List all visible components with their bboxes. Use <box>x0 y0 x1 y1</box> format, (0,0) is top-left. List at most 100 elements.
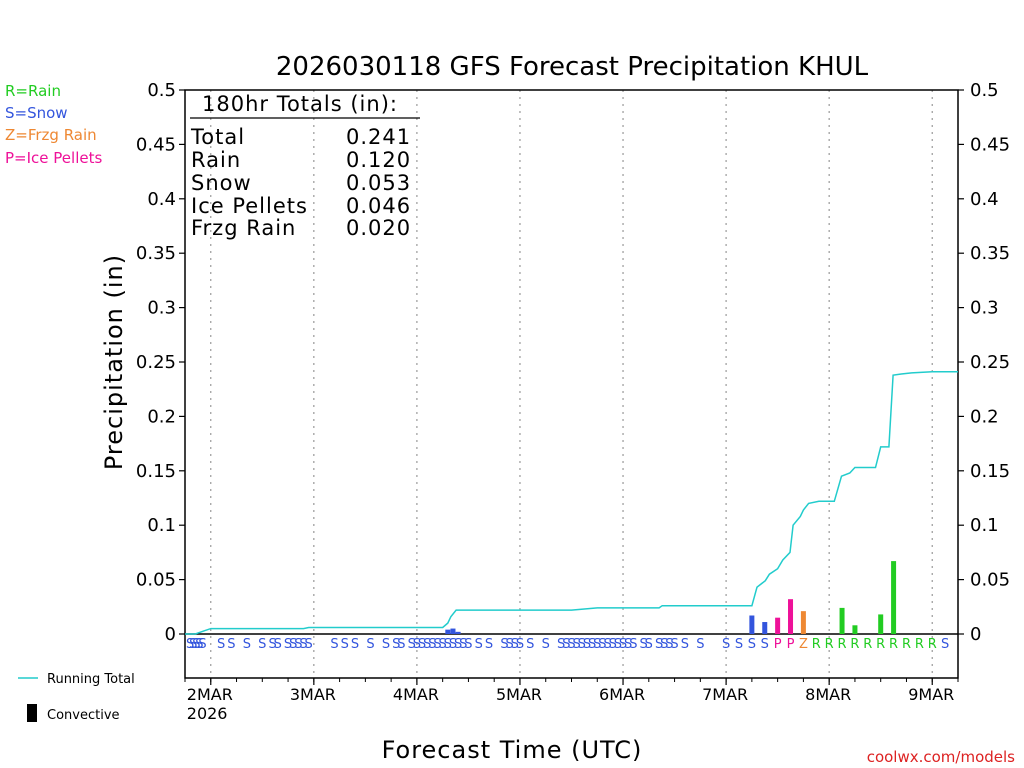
precip-bar <box>450 628 456 634</box>
totals-row-label: Snow <box>191 171 252 195</box>
precip-type-code: S <box>573 637 581 652</box>
precip-type-code: P <box>774 637 782 652</box>
precip-type-code: S <box>629 637 637 652</box>
precip-type-code: S <box>408 637 416 652</box>
y-tick-label-right: 0.35 <box>970 243 1010 264</box>
type-legend: R=Rain S=Snow Z=Frzg Rain P=Ice Pellets <box>5 82 102 167</box>
totals-row-label: Total <box>190 125 245 149</box>
precip-type-code: S <box>227 637 235 652</box>
legend-snow: S=Snow <box>5 104 68 122</box>
precip-type-code: S <box>593 637 601 652</box>
precip-type-code: S <box>289 637 297 652</box>
precip-type-code: S <box>660 637 668 652</box>
chart-title: 2026030118 GFS Forecast Precipitation KH… <box>276 52 869 82</box>
y-tick-label-right: 0.1 <box>970 515 999 536</box>
precip-type-code: S <box>619 637 627 652</box>
precip-type-code: S <box>624 637 632 652</box>
y-tick-label-right: 0.4 <box>970 189 999 210</box>
precip-type-code: R <box>838 637 847 652</box>
precip-type-code: S <box>439 637 447 652</box>
x-tick-sublabel: 2026 <box>187 704 228 723</box>
precip-type-code: S <box>511 637 519 652</box>
precip-type-code: R <box>928 637 937 652</box>
precip-bar <box>762 622 768 634</box>
precip-type-code: S <box>198 637 206 652</box>
y-tick-label-left: 0 <box>165 624 176 645</box>
precip-type-code: S <box>578 637 586 652</box>
y-tick-label-right: 0.45 <box>970 134 1010 155</box>
precip-type-code: S <box>485 637 493 652</box>
precip-type-code: S <box>722 637 730 652</box>
precip-type-code: S <box>681 637 689 652</box>
y-tick-label-left: 0.2 <box>147 406 176 427</box>
x-tick-label: 5MAR <box>496 685 542 704</box>
precip-type-code: S <box>192 637 200 652</box>
y-tick-label-right: 0.3 <box>970 298 999 319</box>
precip-type-code: S <box>366 637 374 652</box>
precip-type-code: S <box>341 637 349 652</box>
precip-type-code: R <box>889 637 898 652</box>
totals-row-label: Frzg Rain <box>191 216 296 240</box>
y-tick-label-right: 0 <box>970 624 981 645</box>
precip-type-code: S <box>941 637 949 652</box>
precip-type-code: S <box>588 637 596 652</box>
precip-type-code: S <box>567 637 575 652</box>
precip-type-code: S <box>305 637 313 652</box>
y-tick-label-left: 0.5 <box>147 80 176 101</box>
x-tick-label: 4MAR <box>393 685 439 704</box>
precip-bars <box>445 561 897 634</box>
precip-type-code: S <box>449 637 457 652</box>
precip-type-code: S <box>382 637 390 652</box>
y-tick-label-right: 0.5 <box>970 80 999 101</box>
credit-text: coolwx.com/models <box>867 748 1015 766</box>
totals-row-value: 0.020 <box>346 216 411 240</box>
precip-bar <box>788 599 794 634</box>
x-tick-label: 2MAR <box>187 685 233 704</box>
totals-row-label: Rain <box>191 148 241 172</box>
precip-type-code: S <box>195 637 203 652</box>
precip-type-code: S <box>614 637 622 652</box>
precip-bar <box>800 611 806 634</box>
x-tick-label: 8MAR <box>805 685 851 704</box>
precip-bar <box>891 561 897 634</box>
precip-type-code: S <box>464 637 472 652</box>
precip-type-code: S <box>351 637 359 652</box>
precip-type-code: S <box>268 637 276 652</box>
precip-type-code: S <box>475 637 483 652</box>
y-tick-label-left: 0.3 <box>147 298 176 319</box>
y-axis-label: Precipitation (in) <box>100 254 128 470</box>
x-tick-label: 9MAR <box>908 685 954 704</box>
precip-bar <box>749 615 755 634</box>
precip-type-code: S <box>603 637 611 652</box>
precip-type-code: S <box>640 637 648 652</box>
x-tick-label: 7MAR <box>702 685 748 704</box>
precip-type-code: S <box>189 637 197 652</box>
precip-type-code: S <box>418 637 426 652</box>
precip-bar <box>455 631 461 634</box>
totals-row-value: 0.046 <box>346 194 411 218</box>
x-tick-label: 3MAR <box>290 685 336 704</box>
precip-type-code: S <box>217 637 225 652</box>
y-tick-label-left: 0.1 <box>147 515 176 536</box>
precip-type-code: S <box>444 637 452 652</box>
precip-type-code: S <box>735 637 743 652</box>
running-total-legend-label: Running Total <box>47 672 135 687</box>
precip-type-code: S <box>645 637 653 652</box>
precip-bar <box>775 617 781 634</box>
y-tick-label-left: 0.45 <box>136 134 176 155</box>
precip-type-code: S <box>428 637 436 652</box>
y-axis-ticks: 0.5 0.5 0.45 0.45 0.4 0.4 0.35 0.35 0.3 0.3 0.25 0.… <box>136 80 1010 645</box>
running-total-line <box>185 371 958 635</box>
precip-bar <box>445 629 451 634</box>
precip-type-code: S <box>516 637 524 652</box>
y-tick-label-left: 0.15 <box>136 461 176 482</box>
precip-type-code: S <box>392 637 400 652</box>
precip-bar <box>852 625 858 634</box>
totals-row-value: 0.241 <box>346 125 411 149</box>
precip-type-code: S <box>583 637 591 652</box>
y-tick-label-left: 0.4 <box>147 189 176 210</box>
precip-type-code: R <box>850 637 859 652</box>
